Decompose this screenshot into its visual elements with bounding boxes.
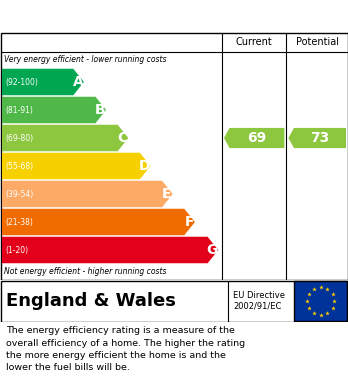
Text: (81-91): (81-91) xyxy=(5,106,33,115)
Text: A: A xyxy=(73,75,84,89)
Polygon shape xyxy=(2,153,151,179)
Text: England & Wales: England & Wales xyxy=(6,292,176,310)
Text: EU Directive
2002/91/EC: EU Directive 2002/91/EC xyxy=(233,291,285,311)
Text: B: B xyxy=(95,103,105,117)
Text: F: F xyxy=(184,215,194,229)
Text: (1-20): (1-20) xyxy=(5,246,28,255)
Polygon shape xyxy=(2,181,173,207)
Polygon shape xyxy=(2,125,128,151)
Bar xyxy=(294,281,347,321)
Polygon shape xyxy=(2,69,84,95)
Polygon shape xyxy=(2,237,218,263)
Text: (92-100): (92-100) xyxy=(5,77,38,86)
Polygon shape xyxy=(288,128,346,148)
Text: (21-38): (21-38) xyxy=(5,217,33,226)
Text: 69: 69 xyxy=(247,131,267,145)
Polygon shape xyxy=(224,128,284,148)
Text: (55-68): (55-68) xyxy=(5,161,33,170)
Text: C: C xyxy=(117,131,128,145)
Text: Current: Current xyxy=(236,37,272,47)
Text: Very energy efficient - lower running costs: Very energy efficient - lower running co… xyxy=(4,56,166,65)
Text: (39-54): (39-54) xyxy=(5,190,33,199)
Text: (69-80): (69-80) xyxy=(5,133,33,142)
Text: E: E xyxy=(162,187,172,201)
Text: Energy Efficiency Rating: Energy Efficiency Rating xyxy=(9,9,219,23)
Polygon shape xyxy=(2,209,195,235)
Text: Not energy efficient - higher running costs: Not energy efficient - higher running co… xyxy=(4,267,166,276)
Text: G: G xyxy=(207,243,218,257)
Text: D: D xyxy=(139,159,150,173)
Text: Potential: Potential xyxy=(296,37,339,47)
Polygon shape xyxy=(2,97,106,123)
Text: 73: 73 xyxy=(310,131,330,145)
Text: The energy efficiency rating is a measure of the
overall efficiency of a home. T: The energy efficiency rating is a measur… xyxy=(6,326,245,373)
